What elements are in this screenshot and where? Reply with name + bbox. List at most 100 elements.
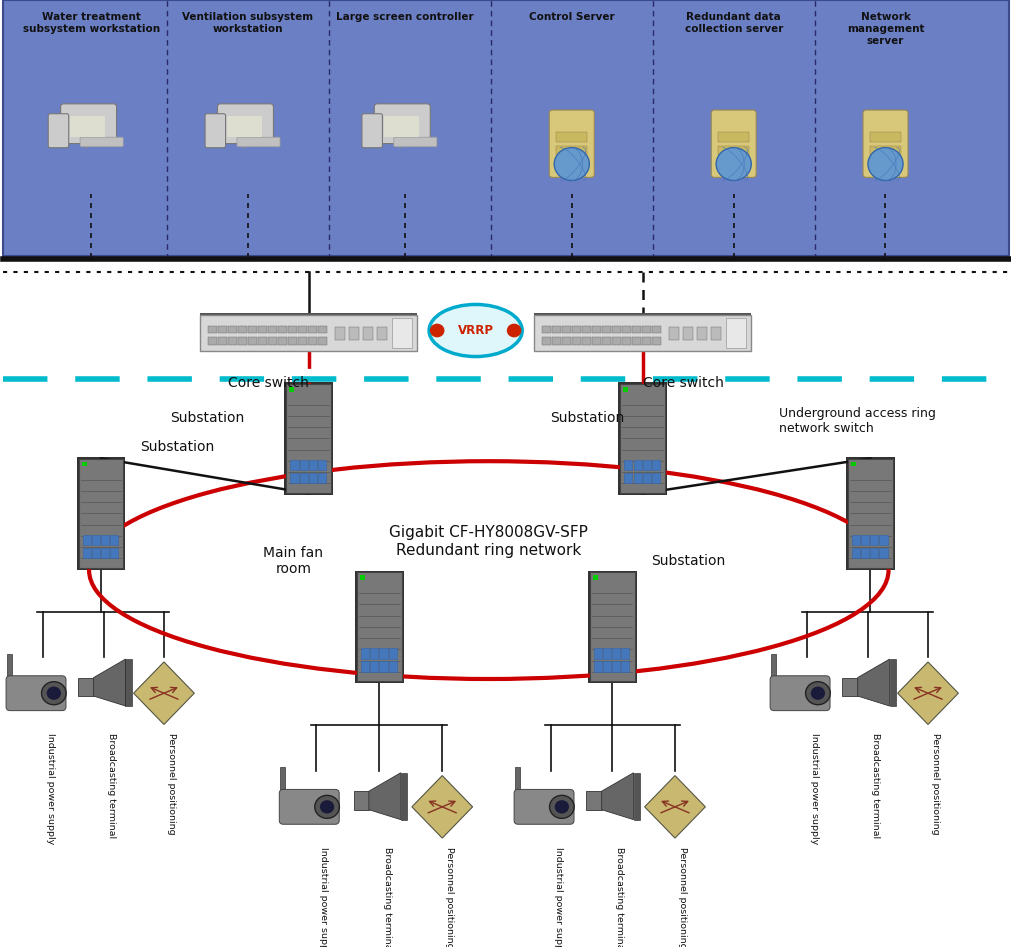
Bar <box>268 326 277 333</box>
Bar <box>593 648 602 659</box>
Polygon shape <box>897 662 957 724</box>
Circle shape <box>867 148 902 181</box>
FancyBboxPatch shape <box>869 146 900 155</box>
Text: Industrial power supply: Industrial power supply <box>318 847 328 947</box>
FancyBboxPatch shape <box>847 458 892 567</box>
Text: Personnel positioning: Personnel positioning <box>445 847 454 947</box>
Bar <box>611 337 620 345</box>
FancyBboxPatch shape <box>82 461 87 466</box>
FancyBboxPatch shape <box>279 790 339 824</box>
Bar <box>624 473 632 483</box>
Text: Control Server: Control Server <box>529 12 614 23</box>
FancyBboxPatch shape <box>556 146 586 155</box>
Text: Broadcasting terminal: Broadcasting terminal <box>107 733 116 838</box>
Circle shape <box>805 682 829 705</box>
Text: Core switch: Core switch <box>642 376 723 390</box>
Bar <box>621 648 629 659</box>
Bar <box>258 337 267 345</box>
Circle shape <box>431 324 443 336</box>
Bar <box>581 337 590 345</box>
FancyBboxPatch shape <box>534 313 750 321</box>
Text: Core switch: Core switch <box>227 376 308 390</box>
Bar <box>551 337 560 345</box>
Bar <box>611 326 620 333</box>
Circle shape <box>716 148 750 181</box>
Bar <box>571 337 580 345</box>
FancyBboxPatch shape <box>718 159 748 169</box>
Polygon shape <box>125 659 131 706</box>
Polygon shape <box>369 773 400 820</box>
Bar <box>377 327 387 340</box>
Bar <box>287 337 296 345</box>
Bar <box>612 648 620 659</box>
FancyBboxPatch shape <box>862 110 907 177</box>
Bar <box>308 459 316 470</box>
FancyBboxPatch shape <box>77 456 125 569</box>
Text: Industrial power supply: Industrial power supply <box>45 733 55 844</box>
Text: Personnel positioning: Personnel positioning <box>930 733 939 834</box>
Bar <box>591 326 601 333</box>
Ellipse shape <box>429 305 522 356</box>
Bar <box>335 327 345 340</box>
Text: Broadcasting terminal: Broadcasting terminal <box>870 733 880 838</box>
FancyBboxPatch shape <box>61 104 116 144</box>
Bar <box>603 648 611 659</box>
Bar <box>869 547 878 558</box>
Text: Water treatment
subsystem workstation: Water treatment subsystem workstation <box>22 12 160 34</box>
Bar <box>83 534 91 545</box>
Circle shape <box>549 795 573 818</box>
Polygon shape <box>411 776 472 838</box>
Bar <box>879 547 887 558</box>
Bar <box>92 534 100 545</box>
Bar <box>92 547 100 558</box>
Bar <box>277 337 286 345</box>
FancyBboxPatch shape <box>623 386 628 392</box>
FancyBboxPatch shape <box>620 384 664 492</box>
Bar <box>651 473 659 483</box>
FancyBboxPatch shape <box>49 114 69 148</box>
Polygon shape <box>601 773 633 820</box>
Polygon shape <box>400 773 406 820</box>
Bar <box>602 337 611 345</box>
Circle shape <box>508 324 521 336</box>
Bar <box>682 327 693 340</box>
Text: Broadcasting terminal: Broadcasting terminal <box>382 847 391 947</box>
Text: Personnel positioning: Personnel positioning <box>677 847 686 947</box>
Bar <box>651 337 660 345</box>
Bar <box>227 337 237 345</box>
Bar <box>307 337 316 345</box>
Bar <box>642 473 650 483</box>
Text: Main fan
room: Main fan room <box>263 545 324 576</box>
Bar <box>379 648 387 659</box>
Bar <box>593 661 602 672</box>
Bar <box>361 648 369 659</box>
Text: Broadcasting terminal: Broadcasting terminal <box>615 847 624 947</box>
Bar <box>217 337 226 345</box>
Circle shape <box>554 800 568 813</box>
Bar <box>370 648 378 659</box>
Bar <box>633 459 641 470</box>
Bar <box>363 327 373 340</box>
FancyBboxPatch shape <box>711 110 755 177</box>
Bar <box>110 534 118 545</box>
Polygon shape <box>633 773 639 820</box>
Text: Redundant data
collection server: Redundant data collection server <box>683 12 783 34</box>
Bar <box>591 337 601 345</box>
Bar <box>542 337 551 345</box>
Polygon shape <box>889 659 895 706</box>
FancyBboxPatch shape <box>556 133 586 142</box>
FancyBboxPatch shape <box>556 159 586 169</box>
Bar <box>297 326 306 333</box>
Text: Personnel positioning: Personnel positioning <box>167 733 176 834</box>
Polygon shape <box>354 792 369 810</box>
Bar <box>101 547 109 558</box>
Text: Substation: Substation <box>549 411 624 424</box>
Bar <box>571 326 580 333</box>
Bar <box>317 473 326 483</box>
FancyBboxPatch shape <box>718 146 748 155</box>
Circle shape <box>41 682 66 705</box>
Bar <box>238 326 247 333</box>
FancyBboxPatch shape <box>226 116 262 137</box>
Text: Underground access ring
network switch: Underground access ring network switch <box>778 407 935 436</box>
FancyBboxPatch shape <box>589 572 634 681</box>
